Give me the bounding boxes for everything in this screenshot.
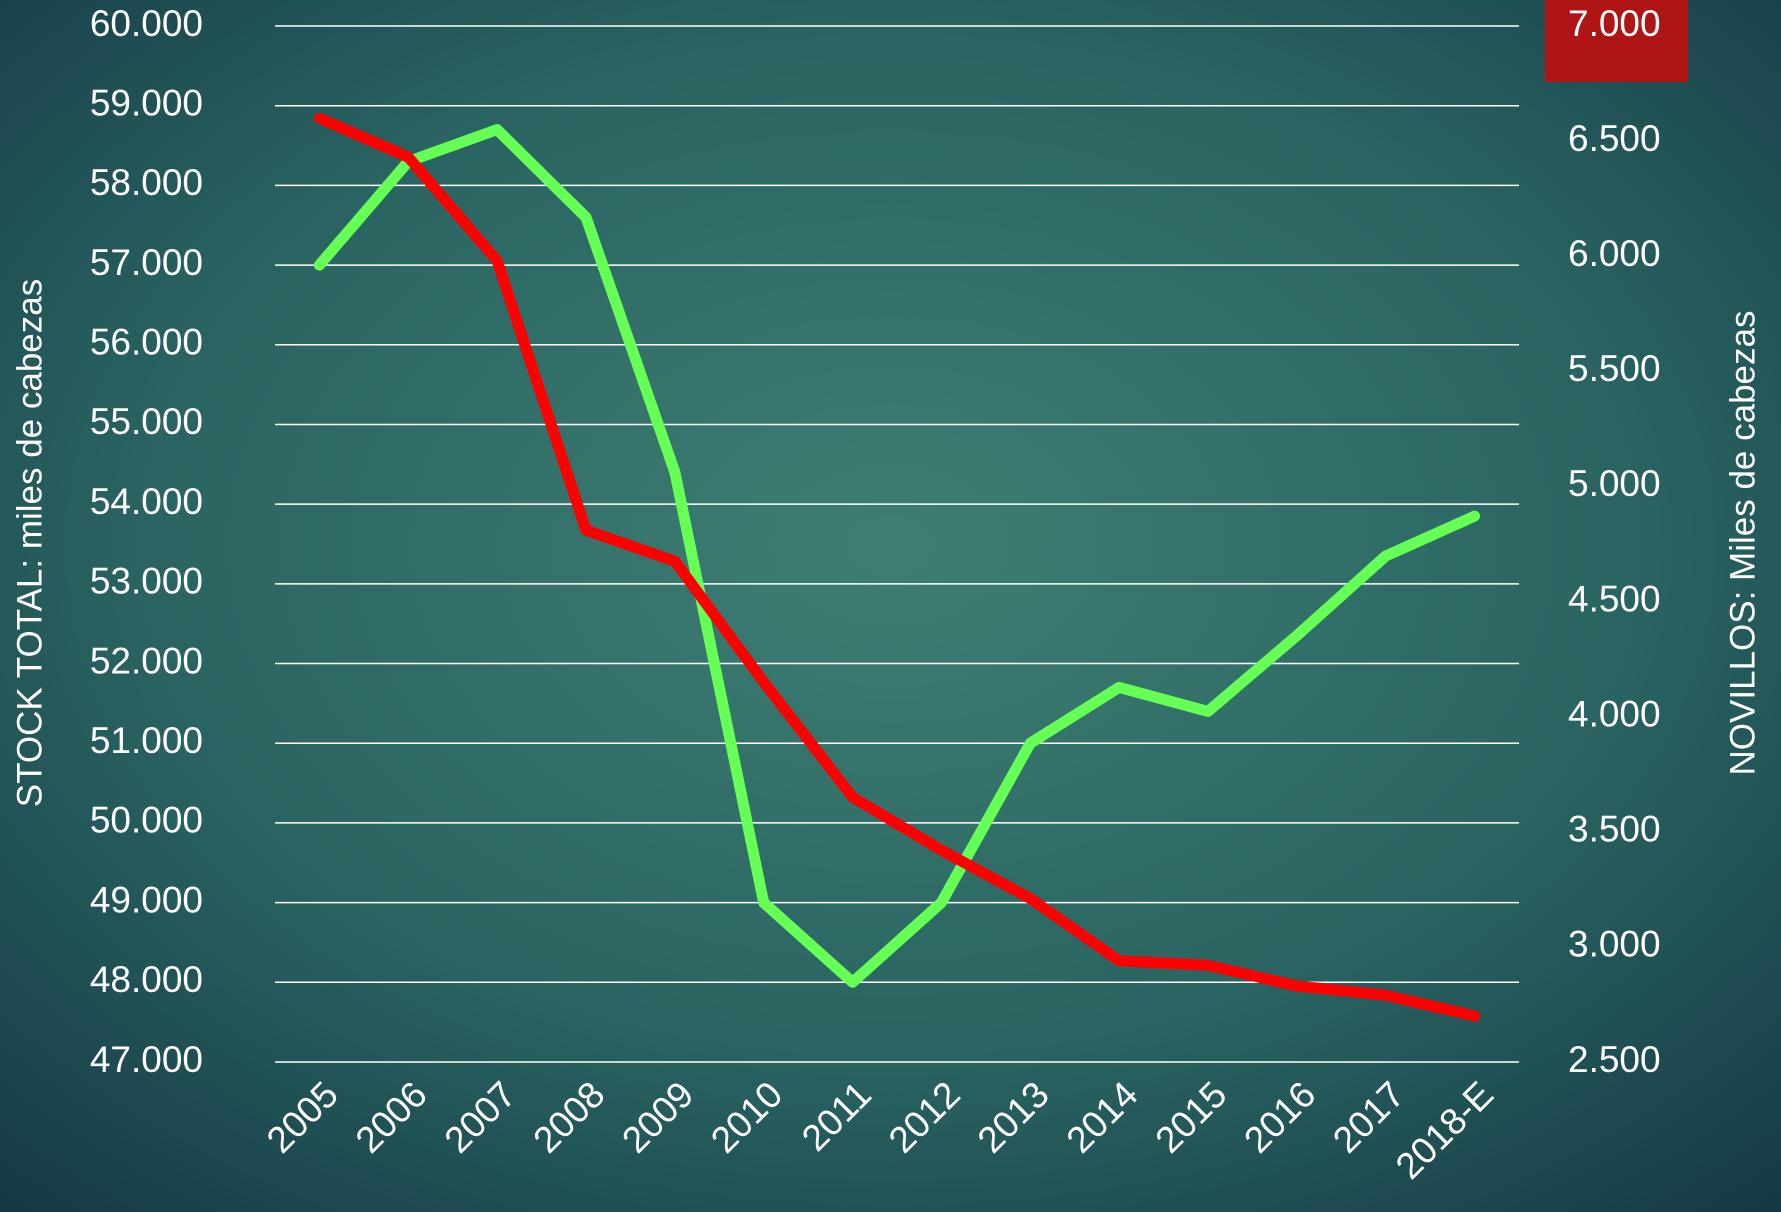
y2-tick-label: 6.000 [1568, 233, 1661, 274]
y-tick-label: 50.000 [90, 800, 203, 841]
y2-tick-label: 3.500 [1568, 809, 1661, 850]
y-tick-label: 54.000 [90, 481, 203, 522]
y-tick-label: 53.000 [90, 561, 203, 602]
grid [275, 25, 1519, 1063]
data-line [313, 124, 1481, 988]
y-tick-label: 51.000 [90, 720, 203, 761]
y2-tick-label: 3.000 [1568, 924, 1661, 965]
y-tick-label: 47.000 [90, 1039, 203, 1080]
y-tick-label: 56.000 [90, 322, 203, 363]
y2-tick-label: 6.500 [1568, 118, 1661, 159]
y2-tick-label: 5.500 [1568, 348, 1661, 389]
lines [313, 112, 1481, 1022]
y2-axis-title: NOVILLOS: Miles de cabezas [1723, 311, 1762, 776]
y-tick-label: 48.000 [90, 959, 203, 1000]
y-tick-label: 57.000 [90, 242, 203, 283]
highlight-box [1545, 0, 1688, 82]
y2-tick-label: 4.500 [1568, 578, 1661, 619]
y-tick-label: 52.000 [90, 640, 203, 681]
y-axis-title: STOCK TOTAL: miles de cabezas [10, 279, 49, 807]
y-tick-label: 59.000 [90, 82, 203, 123]
y-tick-label: 60.000 [90, 3, 203, 44]
y2-tick-label: 5.000 [1568, 463, 1661, 504]
y2-tick-label: 7.000 [1568, 3, 1661, 44]
y2-tick-label: 2.500 [1568, 1039, 1661, 1080]
y-tick-label: 55.000 [90, 401, 203, 442]
y2-tick-label: 4.000 [1568, 693, 1661, 734]
y-tick-label: 49.000 [90, 879, 203, 920]
y-tick-label: 58.000 [90, 162, 203, 203]
data-line [313, 112, 1481, 1022]
